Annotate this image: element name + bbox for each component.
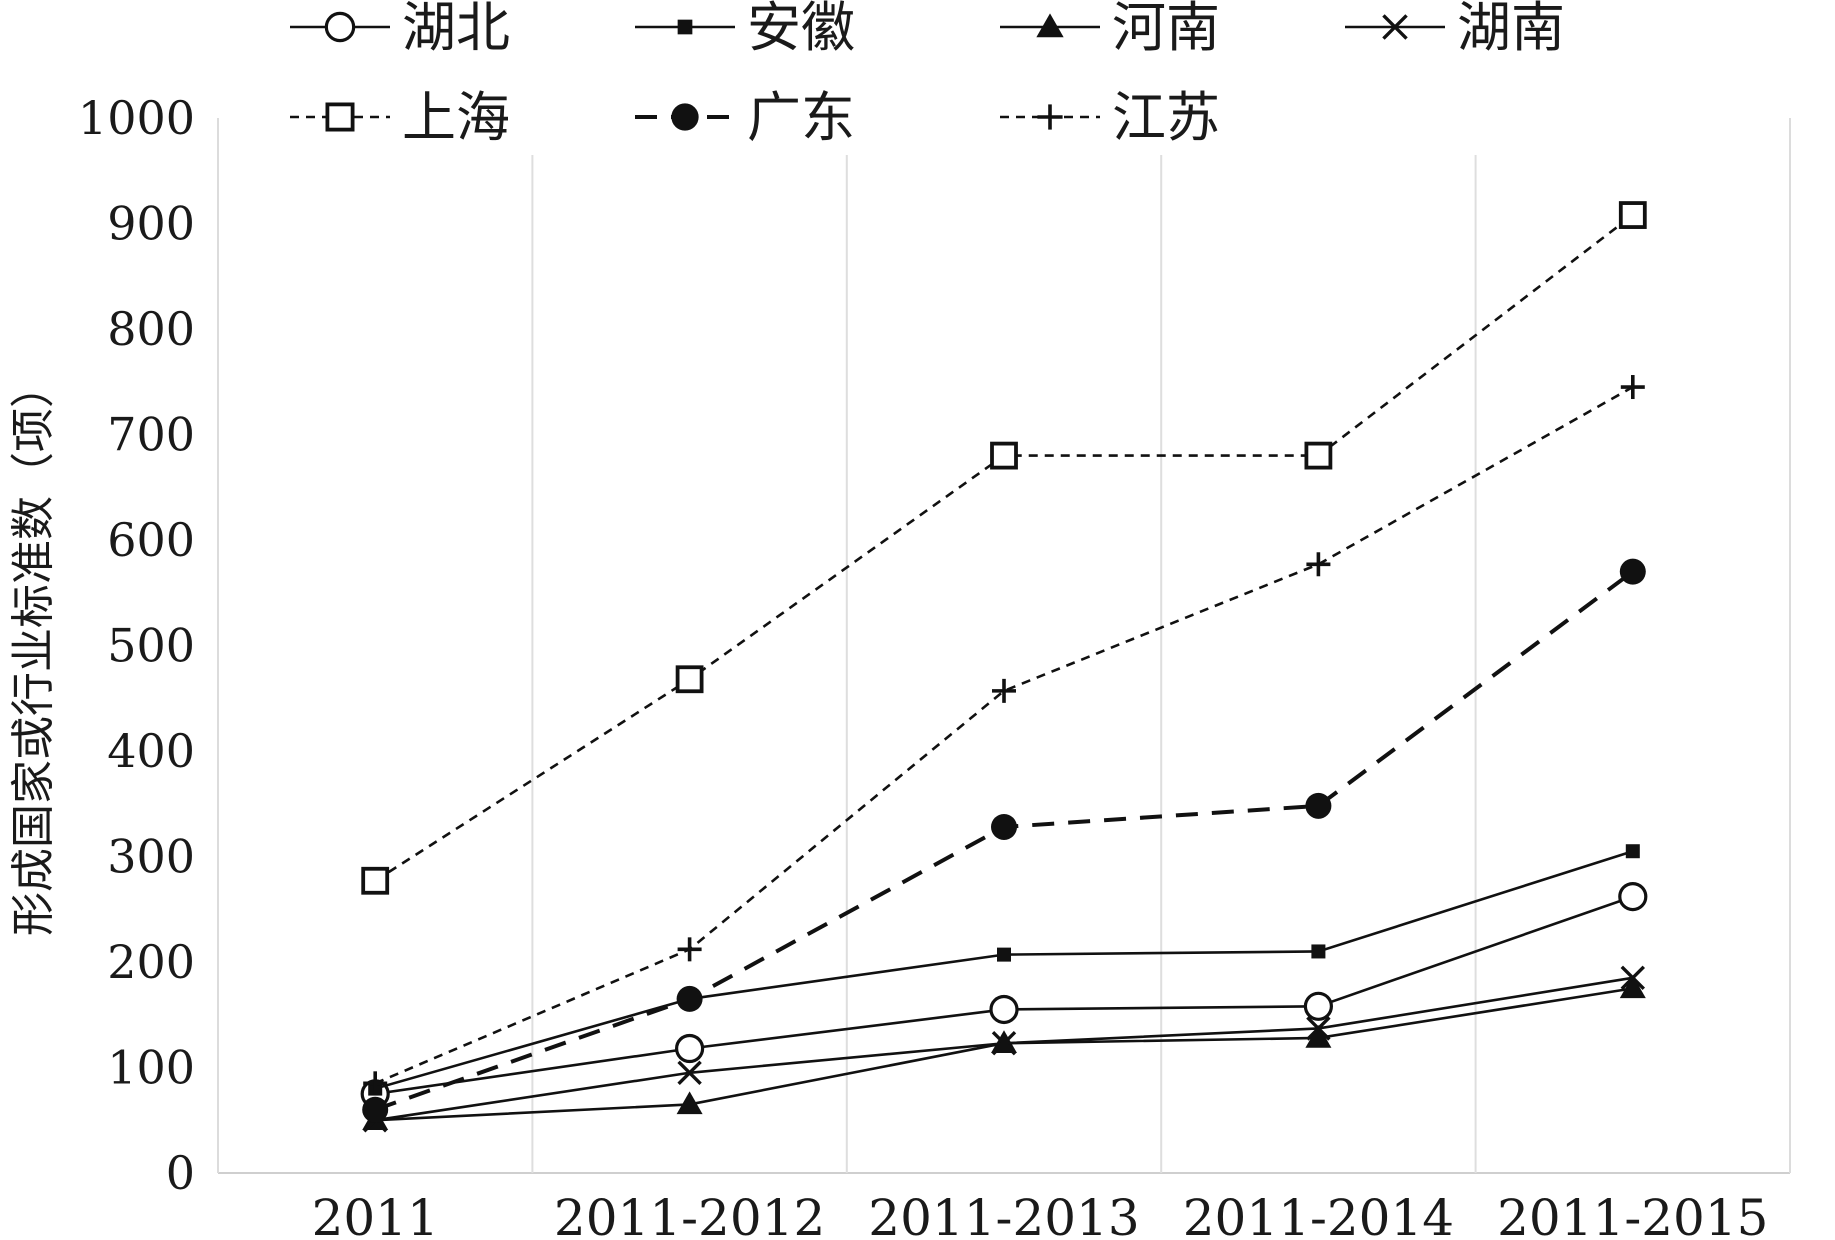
y-tick-label: 400	[107, 724, 195, 778]
y-tick-label: 100	[107, 1041, 195, 1095]
data-point	[989, 994, 1019, 1025]
legend-swatch-marker	[1037, 104, 1063, 130]
data-point	[676, 985, 703, 1012]
x-tick-label: 2011-2012	[554, 1189, 825, 1240]
data-point	[1303, 991, 1334, 1021]
legend-label: 上海	[402, 86, 510, 149]
legend-swatch-marker	[1036, 13, 1064, 38]
data-point	[1306, 1016, 1331, 1041]
series-line	[374, 570, 1634, 1112]
legend-item: 河南	[1000, 0, 1220, 59]
data-point	[674, 1033, 705, 1064]
legend-item: 上海	[290, 86, 510, 149]
data-point	[991, 813, 1017, 840]
data-point	[1618, 201, 1647, 229]
legend-swatch-marker	[677, 19, 693, 35]
y-tick-label: 600	[107, 513, 195, 567]
legend-item: 江苏	[1000, 86, 1220, 149]
series-1	[360, 881, 1648, 1109]
x-tick-label: 2011-2014	[1183, 1189, 1454, 1240]
legend-label: 湖南	[1457, 0, 1565, 59]
data-point	[677, 1060, 702, 1085]
data-point	[1619, 558, 1646, 585]
series-2	[368, 844, 1640, 1096]
data-point	[1620, 375, 1645, 400]
data-point	[1620, 965, 1646, 991]
gridlines	[531, 155, 1477, 1173]
legend-item: 安徽	[635, 0, 855, 59]
data-point	[1305, 1024, 1332, 1048]
legend-label: 安徽	[747, 0, 855, 59]
series-layer	[360, 201, 1648, 1133]
series-7	[363, 375, 1645, 1096]
y-tick-label: 900	[107, 197, 195, 251]
data-point	[361, 866, 390, 895]
data-point	[1304, 441, 1333, 470]
series-6	[362, 558, 1646, 1123]
series-5	[361, 201, 1647, 895]
legend-label: 江苏	[1112, 86, 1220, 149]
y-axis: 0 100 200 300 400 500 600 700 800 900 1000	[78, 91, 195, 1200]
legend-swatch-marker	[325, 102, 355, 132]
y-tick-label: 0	[166, 1146, 195, 1200]
data-point	[676, 1091, 703, 1115]
data-point	[1306, 552, 1331, 577]
series-line	[374, 849, 1634, 1090]
plot-area	[217, 118, 1791, 1174]
data-point	[1618, 881, 1648, 912]
x-tick-label: 2011-2015	[1497, 1189, 1768, 1240]
legend-label: 湖北	[402, 0, 510, 59]
data-point	[363, 1071, 388, 1096]
series-line	[374, 385, 1634, 1085]
legend-swatch-marker	[671, 103, 699, 131]
series-line	[374, 214, 1634, 882]
data-point	[1311, 944, 1326, 959]
legend-item: 广东	[635, 86, 855, 149]
data-point	[362, 1096, 389, 1123]
data-point	[997, 947, 1011, 962]
data-point	[677, 937, 702, 962]
x-axis: 2011 2011-2012 2011-2013 2011-2014 2011-2015	[312, 1189, 1769, 1240]
y-tick-label: 800	[107, 302, 195, 356]
y-axis-label: 形成国家或行业标准数（项）	[8, 364, 59, 936]
y-tick-label: 700	[107, 408, 195, 462]
data-point	[675, 665, 704, 694]
x-tick-label: 2011	[312, 1189, 439, 1240]
data-point	[992, 678, 1016, 703]
y-tick-label: 1000	[78, 91, 195, 145]
data-point	[991, 1031, 1017, 1056]
legend-item: 湖北	[290, 0, 510, 59]
y-tick-label: 200	[107, 935, 195, 989]
legend-swatch-marker	[1382, 14, 1408, 40]
legend-swatch-marker	[324, 11, 356, 43]
legend-label: 河南	[1112, 0, 1220, 59]
data-point	[1619, 975, 1646, 999]
y-tick-label: 500	[107, 619, 195, 673]
legend-item: 湖南	[1345, 0, 1565, 59]
data-point	[1625, 844, 1640, 859]
data-point	[1305, 792, 1332, 819]
data-point	[990, 441, 1018, 470]
y-tick-label: 300	[107, 830, 195, 884]
x-tick-label: 2011-2013	[868, 1189, 1139, 1240]
legend-label: 广东	[747, 86, 855, 149]
